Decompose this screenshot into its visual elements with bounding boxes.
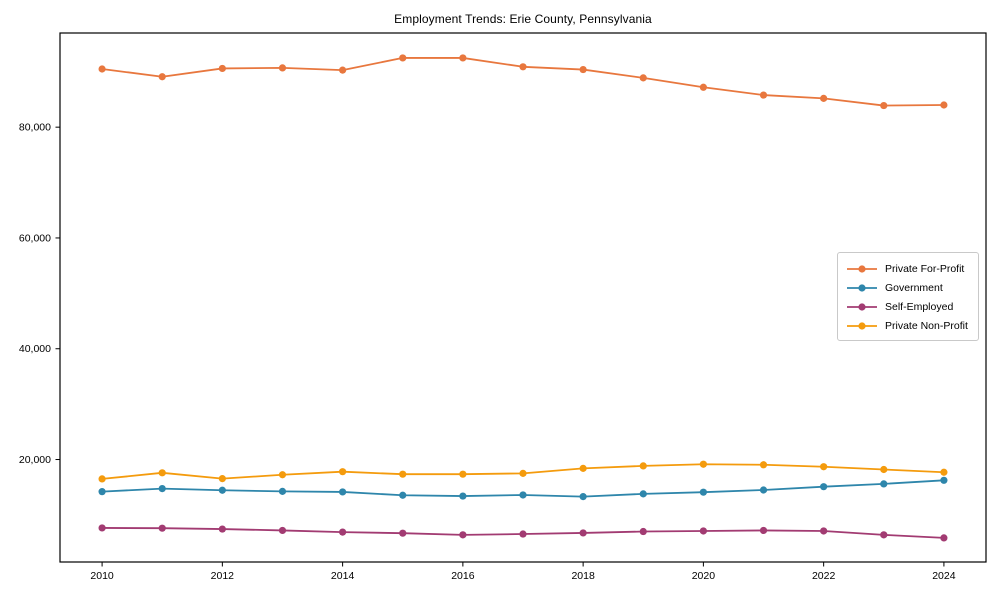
marker-government-2016 [459, 492, 467, 500]
marker-self-employed-2014 [339, 528, 347, 536]
x-tick-label-2018: 2018 [571, 570, 595, 582]
marker-private-for-profit-2024 [940, 101, 948, 109]
x-tick-label-2010: 2010 [90, 570, 114, 582]
marker-private-for-profit-2017 [519, 63, 527, 71]
legend-item-private-for-profit: Private For-Profit [846, 259, 970, 278]
marker-self-employed-2015 [399, 529, 407, 537]
y-tick-label-60,000: 60,000 [19, 232, 51, 244]
marker-self-employed-2019 [639, 527, 647, 536]
marker-private-non-profit-2023 [880, 465, 888, 474]
marker-private-non-profit-2010 [98, 475, 106, 483]
marker-private-for-profit-2014 [339, 66, 347, 74]
marker-private-for-profit-2018 [579, 65, 587, 74]
marker-government-2024 [940, 476, 948, 484]
x-tick-label-2024: 2024 [932, 570, 956, 582]
marker-private-non-profit-2019 [639, 462, 647, 470]
marker-self-employed-2020 [699, 527, 707, 535]
marker-private-for-profit-2020 [699, 83, 707, 91]
marker-private-non-profit-2024 [940, 468, 948, 476]
y-tick-label-20,000: 20,000 [19, 454, 51, 466]
marker-self-employed-2017 [519, 530, 527, 538]
x-tick-label-2014: 2014 [331, 570, 355, 582]
legend-line-sample-private-for-profit [847, 264, 877, 273]
legend-label-government: Government [885, 281, 943, 294]
marker-self-employed-2012 [218, 525, 226, 533]
x-tick-label-2020: 2020 [692, 570, 716, 582]
legend-line-sample-government [847, 283, 877, 292]
marker-private-non-profit-2011 [158, 469, 166, 477]
legend-label-self-employed: Self-Employed [885, 300, 954, 313]
x-tick-label-2016: 2016 [451, 570, 475, 582]
marker-private-non-profit-2017 [519, 469, 527, 477]
x-tick-label-2022: 2022 [812, 570, 836, 582]
chart-title: Employment Trends: Erie County, Pennsylv… [394, 12, 652, 26]
marker-private-for-profit-2023 [880, 101, 888, 110]
x-axis: 2010 2012 2014 2016 2018 2020 2022 2024 [90, 562, 956, 582]
marker-government-2021 [759, 486, 768, 494]
marker-private-non-profit-2016 [459, 470, 467, 478]
marker-government-2015 [399, 491, 407, 499]
marker-self-employed-2018 [579, 529, 587, 537]
marker-government-2023 [880, 480, 888, 488]
marker-government-2020 [699, 488, 707, 496]
legend-item-government: Government [846, 278, 970, 297]
y-axis: 20,000 40,000 60,000 80,000 [19, 122, 60, 466]
marker-private-for-profit-2010 [98, 65, 106, 73]
marker-government-2014 [339, 488, 347, 496]
legend-line-sample-private-non-profit [847, 321, 877, 330]
series-self-employed [98, 524, 948, 542]
marker-self-employed-2021 [759, 526, 768, 535]
series-private-for-profit [98, 54, 948, 110]
series-private-non-profit [98, 460, 948, 483]
marker-government-2018 [579, 493, 587, 501]
marker-private-non-profit-2022 [820, 463, 828, 471]
marker-private-for-profit-2021 [759, 91, 768, 99]
marker-private-non-profit-2014 [339, 468, 347, 476]
x-tick-label-2012: 2012 [211, 570, 235, 582]
legend-line-sample-self-employed [847, 302, 877, 311]
marker-government-2011 [158, 485, 166, 493]
series-government [98, 476, 948, 501]
marker-private-for-profit-2019 [639, 74, 647, 82]
marker-private-non-profit-2018 [579, 464, 587, 472]
marker-private-for-profit-2013 [278, 64, 287, 72]
marker-private-non-profit-2012 [218, 475, 226, 483]
marker-self-employed-2024 [940, 534, 948, 542]
marker-private-for-profit-2011 [158, 73, 166, 81]
marker-private-for-profit-2022 [820, 94, 828, 102]
legend-label-private-for-profit: Private For-Profit [885, 262, 965, 275]
plot-frame [59, 32, 987, 563]
marker-self-employed-2016 [459, 531, 467, 539]
marker-self-employed-2010 [98, 524, 106, 532]
y-tick-label-40,000: 40,000 [19, 343, 51, 355]
marker-government-2022 [820, 483, 828, 491]
marker-private-non-profit-2020 [699, 460, 707, 468]
legend-label-private-non-profit: Private Non-Profit [885, 319, 968, 332]
marker-private-non-profit-2021 [759, 461, 768, 469]
marker-private-non-profit-2013 [278, 471, 287, 479]
marker-government-2017 [519, 491, 527, 499]
marker-government-2013 [278, 487, 287, 495]
marker-private-for-profit-2016 [459, 54, 467, 62]
marker-government-2010 [98, 488, 106, 496]
marker-government-2012 [218, 486, 226, 494]
marker-private-for-profit-2012 [218, 64, 226, 73]
marker-self-employed-2011 [158, 524, 166, 532]
marker-self-employed-2022 [820, 527, 828, 535]
legend-item-self-employed: Self-Employed [846, 297, 970, 316]
legend: Private For-Profit Government Self-Employe… [837, 252, 979, 341]
legend-item-private-non-profit: Private Non-Profit [846, 316, 970, 335]
marker-self-employed-2023 [880, 531, 888, 539]
marker-private-non-profit-2015 [399, 470, 407, 478]
marker-self-employed-2013 [278, 526, 287, 535]
y-tick-label-80,000: 80,000 [19, 122, 51, 134]
marker-private-for-profit-2015 [399, 54, 407, 62]
marker-government-2019 [639, 490, 647, 498]
